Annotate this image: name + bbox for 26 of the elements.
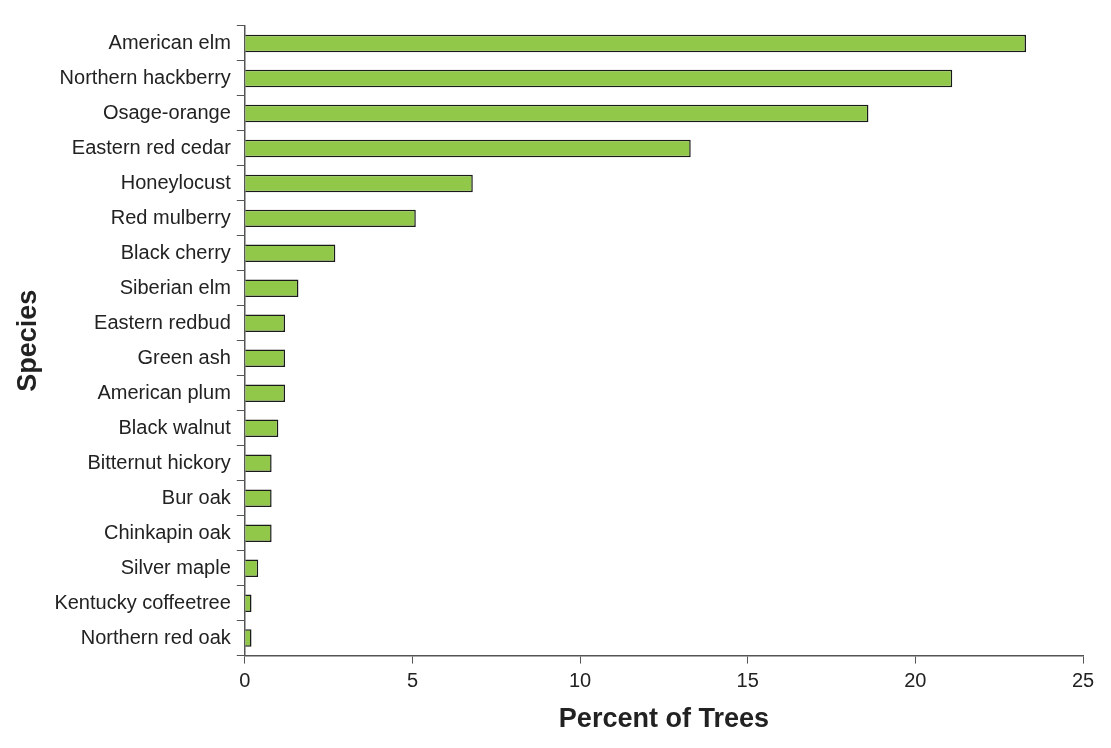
x-tick-label: 5: [406, 669, 419, 692]
y-tick-label: Bitternut hickory: [87, 450, 231, 473]
y-tick-label: Black walnut: [118, 415, 232, 438]
x-tick-label: 0: [239, 669, 251, 692]
y-tick-label: Chinkapin oak: [104, 520, 232, 543]
x-tick-label: 25: [1071, 669, 1095, 692]
y-tick-label: American plum: [97, 380, 231, 403]
y-tick-label: Northern hackberry: [59, 65, 231, 88]
y-tick-label: Siberian elm: [119, 275, 231, 298]
y-tick-label: Eastern redbud: [94, 310, 231, 333]
y-tick-label: Osage-orange: [102, 100, 231, 123]
y-tick-label: Honeylocust: [120, 170, 232, 193]
y-axis-title: Species: [11, 289, 42, 392]
y-tick-label: Bur oak: [161, 485, 232, 508]
y-tick-label: Red mulberry: [110, 205, 231, 228]
x-tick-label: 20: [904, 669, 927, 692]
y-tick-label: Northern red oak: [80, 625, 232, 648]
x-axis-title: Percent of Trees: [558, 703, 769, 734]
x-tick-label: 10: [568, 669, 592, 692]
y-tick-label: Black cherry: [120, 240, 231, 263]
y-tick-label: Green ash: [137, 345, 231, 368]
y-tick-label: Eastern red cedar: [71, 135, 232, 158]
y-tick-label: American elm: [108, 31, 231, 53]
x-tick-label: 15: [736, 669, 759, 692]
y-tick-label: Silver maple: [120, 555, 231, 578]
y-tick-label: Kentucky coffeetree: [54, 590, 231, 613]
